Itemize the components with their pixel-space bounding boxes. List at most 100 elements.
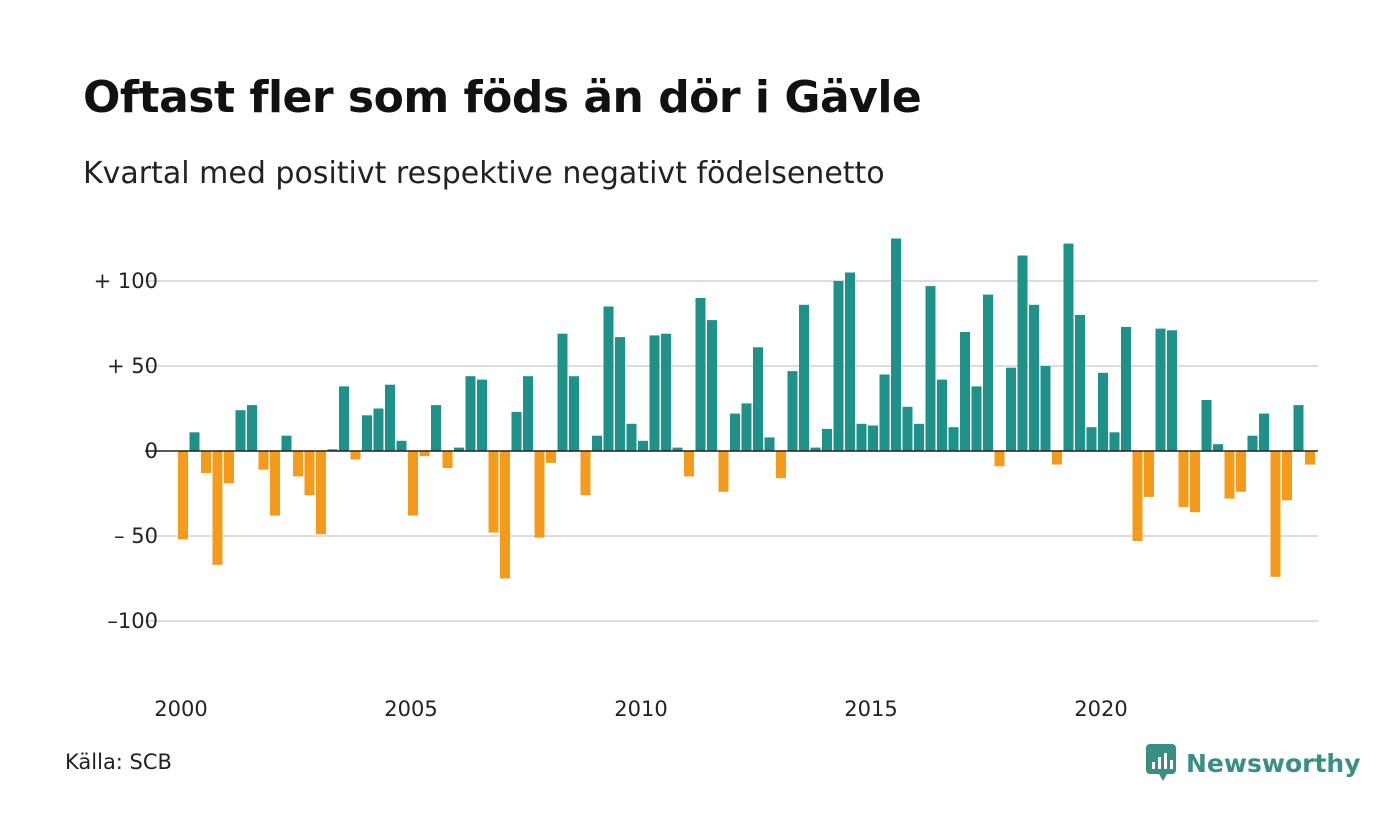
bar-negative xyxy=(408,451,418,516)
y-tick-label: 0 xyxy=(145,439,158,463)
bar-positive xyxy=(1006,367,1016,451)
bar-positive xyxy=(914,423,924,451)
bar-negative xyxy=(224,451,234,484)
bar-positive xyxy=(1040,366,1051,451)
bar-negative xyxy=(580,451,591,496)
x-tick-label: 2015 xyxy=(844,697,897,721)
newsworthy-logo: Newsworthy xyxy=(1146,743,1361,783)
bar-positive xyxy=(879,374,890,451)
bar-negative xyxy=(1224,451,1235,499)
bar-positive xyxy=(1086,427,1097,451)
bar-positive xyxy=(983,294,993,451)
bar-positive xyxy=(523,376,533,451)
bar-positive xyxy=(189,432,200,451)
bar-positive xyxy=(1121,326,1131,451)
bar-negative xyxy=(293,451,303,477)
bar-positive xyxy=(626,423,637,451)
bar-positive xyxy=(937,379,947,451)
y-tick-label: –100 xyxy=(107,609,158,633)
bar-negative xyxy=(1132,451,1143,542)
bar-negative xyxy=(1305,451,1315,465)
bar-negative xyxy=(776,451,786,479)
brand-name: Newsworthy xyxy=(1186,748,1361,778)
bar-positive xyxy=(1155,328,1166,451)
bar-negative xyxy=(304,451,315,496)
x-axis-tick-labels: 2000 2005 2010 2015 2020 xyxy=(154,697,1127,721)
bar-positive xyxy=(1213,444,1223,451)
bar-positive xyxy=(385,384,395,451)
bar-negative xyxy=(1144,451,1154,497)
bar-negative xyxy=(1282,451,1292,501)
bar-positive xyxy=(615,337,625,451)
y-tick-label: – 50 xyxy=(114,524,158,548)
bar-positive xyxy=(569,376,579,451)
bar-positive xyxy=(868,425,878,451)
bar-positive xyxy=(1109,432,1120,451)
bar-positive xyxy=(856,423,867,451)
bar-positive xyxy=(362,415,372,451)
bar-positive xyxy=(557,333,568,451)
bar-positive xyxy=(649,335,660,451)
bar-positive xyxy=(810,447,821,451)
bar-negative xyxy=(1236,451,1246,492)
bar-positive xyxy=(431,405,441,451)
y-axis-tick-labels: + 100 + 50 0 – 50 –100 xyxy=(94,269,158,633)
bar-negative xyxy=(258,451,269,470)
bar-positive xyxy=(1029,304,1039,451)
bar-negative xyxy=(270,451,280,516)
bar-positive xyxy=(833,281,844,451)
bar-positive xyxy=(235,410,246,451)
y-tick-label: + 50 xyxy=(107,354,158,378)
bar-negative xyxy=(1190,451,1200,513)
bar-positive xyxy=(281,435,292,451)
x-tick-label: 2000 xyxy=(154,697,207,721)
bar-positive xyxy=(902,406,913,451)
bar-positive xyxy=(603,306,614,451)
bar-positive xyxy=(764,437,775,451)
bar-negative xyxy=(442,451,453,468)
bar-positive xyxy=(822,428,832,451)
bar-negative xyxy=(684,451,694,477)
bar-positive xyxy=(477,379,487,451)
bar-negative xyxy=(201,451,211,474)
bar-negative xyxy=(1178,451,1189,508)
chart-subtitle: Kvartal med positivt respektive negativt… xyxy=(83,156,885,191)
bar-positive xyxy=(511,411,522,451)
bar-positive xyxy=(638,440,648,451)
bar-negative xyxy=(994,451,1005,467)
x-tick-label: 2005 xyxy=(384,697,437,721)
bar-negative xyxy=(316,451,326,535)
bar-negative xyxy=(1270,451,1281,577)
bar-positive xyxy=(396,440,407,451)
chart-title: Oftast fler som föds än dör i Gävle xyxy=(83,72,922,123)
bar-positive xyxy=(741,403,752,451)
bar-positive xyxy=(373,408,384,451)
bar-positive xyxy=(799,304,809,451)
bar-positive xyxy=(1293,405,1304,451)
bars xyxy=(178,238,1315,579)
bar-positive xyxy=(454,447,464,451)
bar-positive xyxy=(672,447,683,451)
bar-positive xyxy=(592,435,602,451)
source-note: Källa: SCB xyxy=(65,750,172,774)
bar-positive xyxy=(695,298,706,451)
y-tick-label: + 100 xyxy=(94,269,158,293)
bar-positive xyxy=(925,286,936,451)
bar-positive xyxy=(787,371,798,451)
x-tick-label: 2010 xyxy=(614,697,667,721)
bar-positive xyxy=(1167,330,1177,451)
bar-positive xyxy=(845,272,855,451)
bar-positive xyxy=(327,449,338,451)
bar-negative xyxy=(534,451,545,538)
bar-positive xyxy=(1063,243,1074,451)
bar-negative xyxy=(500,451,510,579)
bar-negative xyxy=(212,451,223,565)
bar-positive xyxy=(971,386,982,451)
bar-positive xyxy=(247,405,257,451)
bar-positive xyxy=(1098,372,1108,451)
bar-positive xyxy=(1075,315,1085,451)
bar-negative xyxy=(178,451,188,540)
bar-positive xyxy=(730,413,740,451)
bar-negative xyxy=(1052,451,1062,465)
bar-positive xyxy=(1259,413,1269,451)
